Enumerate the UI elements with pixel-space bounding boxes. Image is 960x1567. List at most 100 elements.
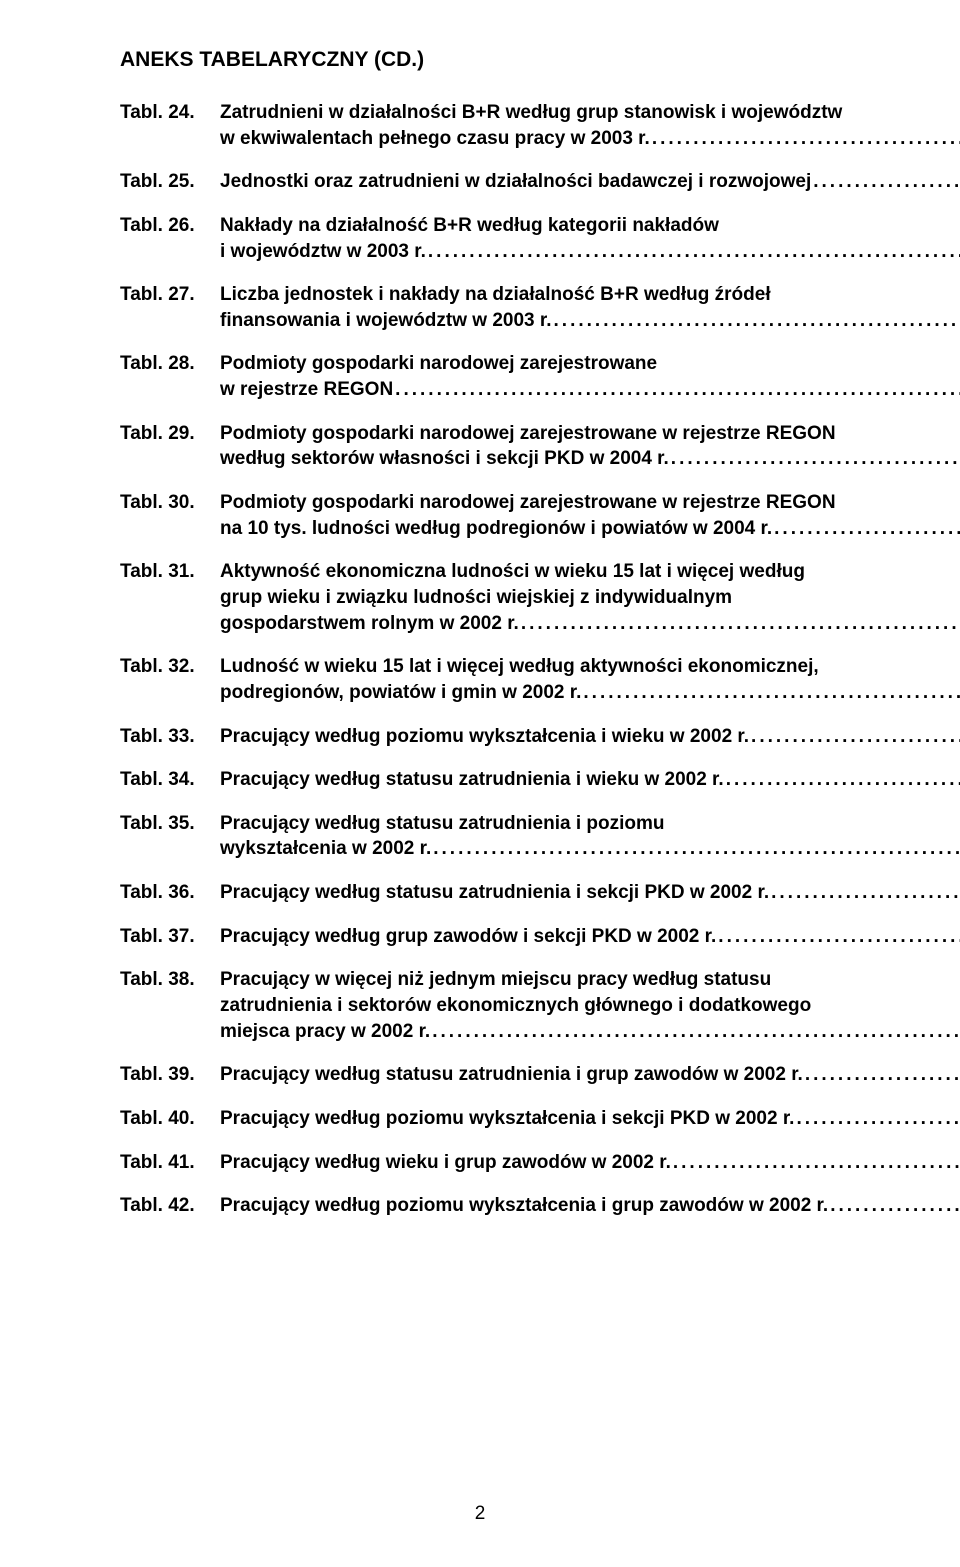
toc-entry-label: Tabl. 31. bbox=[120, 559, 220, 585]
toc-leader-dots bbox=[581, 680, 960, 706]
toc-entry-description: Podmioty gospodarki narodowej zarejestro… bbox=[220, 490, 960, 541]
toc-entry: Tabl. 29.Podmioty gospodarki narodowej z… bbox=[120, 421, 864, 472]
toc-entry: Tabl. 30.Podmioty gospodarki narodowej z… bbox=[120, 490, 864, 541]
toc-entry-lines: Podmioty gospodarki narodowej zarejestro… bbox=[220, 351, 960, 377]
toc-entry-lines: Zatrudnieni w działalności B+R według gr… bbox=[220, 100, 960, 126]
toc-entry-description: Pracujący według grup zawodów i sekcji P… bbox=[220, 924, 960, 950]
toc-entry-description: Jednostki oraz zatrudnieni w działalnośc… bbox=[220, 169, 960, 195]
toc-entry-line: Pracujący według statusu zatrudnienia i … bbox=[220, 811, 960, 837]
toc-entry-line: zatrudnienia i sektorów ekonomicznych gł… bbox=[220, 993, 960, 1019]
toc-entry-label: Tabl. 35. bbox=[120, 811, 220, 837]
toc-leader-dots bbox=[669, 446, 960, 472]
toc-entry-description: Zatrudnieni w działalności B+R według gr… bbox=[220, 100, 960, 151]
toc-entry-label: Tabl. 38. bbox=[120, 967, 220, 993]
toc-entry-line: Ludność w wieku 15 lat i więcej według a… bbox=[220, 654, 960, 680]
toc-entry: Tabl. 39.Pracujący według statusu zatrud… bbox=[120, 1062, 864, 1088]
toc-entry-description: Pracujący według statusu zatrudnienia i … bbox=[220, 811, 960, 862]
toc-entry-description: Liczba jednostek i nakłady na działalnoś… bbox=[220, 282, 960, 333]
toc-entry-label: Tabl. 32. bbox=[120, 654, 220, 680]
toc-entry: Tabl. 36.Pracujący według statusu zatrud… bbox=[120, 880, 864, 906]
toc-leader-dots bbox=[749, 724, 960, 750]
toc-leader-dots bbox=[769, 880, 960, 906]
toc-entry-lines: Podmioty gospodarki narodowej zarejestro… bbox=[220, 490, 960, 516]
toc-entry-label: Tabl. 36. bbox=[120, 880, 220, 906]
toc-entry: Tabl. 26.Nakłady na działalność B+R wedł… bbox=[120, 213, 864, 264]
toc-leader-dots bbox=[724, 767, 960, 793]
toc-entry-last-row: Pracujący według grup zawodów i sekcji P… bbox=[220, 924, 960, 950]
toc-leader-dots bbox=[552, 308, 960, 334]
document-page: ANEKS TABELARYCZNY (CD.) Tabl. 24.Zatrud… bbox=[0, 0, 960, 1567]
toc-leader-dots bbox=[794, 1106, 960, 1132]
toc-entry-last-row: finansowania i województw w 2003 r. 56 bbox=[220, 308, 960, 334]
toc-entry-description: Pracujący według wieku i grup zawodów w … bbox=[220, 1150, 960, 1176]
toc-entry: Tabl. 38.Pracujący w więcej niż jednym m… bbox=[120, 967, 864, 1044]
toc-entry-description: Pracujący według statusu zatrudnienia i … bbox=[220, 767, 960, 793]
toc-entry-line: Podmioty gospodarki narodowej zarejestro… bbox=[220, 490, 960, 516]
toc-entry-label: Tabl. 39. bbox=[120, 1062, 220, 1088]
toc-leader-dots bbox=[772, 516, 960, 542]
toc-entry-label: Tabl. 37. bbox=[120, 924, 220, 950]
toc-leader-dots bbox=[519, 611, 960, 637]
toc-leader-dots bbox=[671, 1150, 960, 1176]
toc-entry-line: Podmioty gospodarki narodowej zarejestro… bbox=[220, 421, 960, 447]
toc-leader-dots bbox=[426, 239, 960, 265]
toc-entry-label: Tabl. 40. bbox=[120, 1106, 220, 1132]
toc-entry-last-row: Pracujący według poziomu wykształcenia i… bbox=[220, 724, 960, 750]
toc-entry-last-row: Pracujący według poziomu wykształcenia i… bbox=[220, 1106, 960, 1132]
toc-entry-label: Tabl. 42. bbox=[120, 1193, 220, 1219]
toc-entry-last-row: i województw w 2003 r.55 bbox=[220, 239, 960, 265]
toc-entry: Tabl. 25.Jednostki oraz zatrudnieni w dz… bbox=[120, 169, 864, 195]
toc-entry-label: Tabl. 34. bbox=[120, 767, 220, 793]
toc-leader-dots bbox=[430, 1019, 960, 1045]
toc-entry-description: Nakłady na działalność B+R według katego… bbox=[220, 213, 960, 264]
toc-entry-last-text: Pracujący według poziomu wykształcenia i… bbox=[220, 1193, 828, 1219]
toc-entry-last-text: gospodarstwem rolnym w 2002 r. bbox=[220, 611, 519, 637]
toc-entry-lines: Podmioty gospodarki narodowej zarejestro… bbox=[220, 421, 960, 447]
toc-entry: Tabl. 41.Pracujący według wieku i grup z… bbox=[120, 1150, 864, 1176]
toc-entry: Tabl. 27.Liczba jednostek i nakłady na d… bbox=[120, 282, 864, 333]
toc-entry-line: Aktywność ekonomiczna ludności w wieku 1… bbox=[220, 559, 960, 585]
toc-entry-line: Pracujący w więcej niż jednym miejscu pr… bbox=[220, 967, 960, 993]
toc-entry-line: Liczba jednostek i nakłady na działalnoś… bbox=[220, 282, 960, 308]
toc-entry-last-text: Pracujący według statusu zatrudnienia i … bbox=[220, 880, 769, 906]
toc-entry-label: Tabl. 24. bbox=[120, 100, 220, 126]
toc-entry-description: Pracujący według poziomu wykształcenia i… bbox=[220, 724, 960, 750]
toc-leader-dots bbox=[803, 1062, 960, 1088]
toc-entry-last-text: i województw w 2003 r. bbox=[220, 239, 426, 265]
toc-entry-label: Tabl. 33. bbox=[120, 724, 220, 750]
toc-entry-description: Podmioty gospodarki narodowej zarejestro… bbox=[220, 351, 960, 402]
toc-entry-description: Pracujący według poziomu wykształcenia i… bbox=[220, 1106, 960, 1132]
toc-entry: Tabl. 40.Pracujący według poziomu wykszt… bbox=[120, 1106, 864, 1132]
toc-entry-last-row: Pracujący według poziomu wykształcenia i… bbox=[220, 1193, 960, 1219]
toc-entry-last-text: w ekwiwalentach pełnego czasu pracy w 20… bbox=[220, 126, 650, 152]
toc-entry-last-text: na 10 tys. ludności według podregionów i… bbox=[220, 516, 772, 542]
toc-entry-lines: Ludność w wieku 15 lat i więcej według a… bbox=[220, 654, 960, 680]
toc-entry-last-row: w rejestrze REGON57 bbox=[220, 377, 960, 403]
toc-entry: Tabl. 35.Pracujący według statusu zatrud… bbox=[120, 811, 864, 862]
toc-entry: Tabl. 28.Podmioty gospodarki narodowej z… bbox=[120, 351, 864, 402]
toc-entry-last-text: Jednostki oraz zatrudnieni w działalnośc… bbox=[220, 169, 811, 195]
toc-entry-last-text: podregionów, powiatów i gmin w 2002 r. bbox=[220, 680, 581, 706]
toc-entry-line: grup wieku i związku ludności wiejskiej … bbox=[220, 585, 960, 611]
toc-entry-label: Tabl. 26. bbox=[120, 213, 220, 239]
toc-entry-lines: Liczba jednostek i nakłady na działalnoś… bbox=[220, 282, 960, 308]
toc-entry-label: Tabl. 30. bbox=[120, 490, 220, 516]
toc-entry-last-text: Pracujący według grup zawodów i sekcji P… bbox=[220, 924, 716, 950]
toc-entry-last-text: Pracujący według poziomu wykształcenia i… bbox=[220, 1106, 794, 1132]
toc-entry-label: Tabl. 28. bbox=[120, 351, 220, 377]
toc-entry-line: Zatrudnieni w działalności B+R według gr… bbox=[220, 100, 960, 126]
toc-leader-dots bbox=[716, 924, 960, 950]
toc-leader-dots bbox=[650, 126, 960, 152]
toc-entry-description: Podmioty gospodarki narodowej zarejestro… bbox=[220, 421, 960, 472]
toc-entry-last-text: w rejestrze REGON bbox=[220, 377, 393, 403]
toc-entry-last-row: Jednostki oraz zatrudnieni w działalnośc… bbox=[220, 169, 960, 195]
toc-entry-description: Pracujący według poziomu wykształcenia i… bbox=[220, 1193, 960, 1219]
toc-entry-description: Aktywność ekonomiczna ludności w wieku 1… bbox=[220, 559, 960, 636]
toc-leader-dots bbox=[431, 836, 960, 862]
toc-entry-lines: Aktywność ekonomiczna ludności w wieku 1… bbox=[220, 559, 960, 610]
toc-entry-label: Tabl. 29. bbox=[120, 421, 220, 447]
toc-entry-description: Pracujący według statusu zatrudnienia i … bbox=[220, 880, 960, 906]
toc-entry: Tabl. 32.Ludność w wieku 15 lat i więcej… bbox=[120, 654, 864, 705]
toc-entry-description: Ludność w wieku 15 lat i więcej według a… bbox=[220, 654, 960, 705]
toc-entry-last-row: Pracujący według statusu zatrudnienia i … bbox=[220, 1062, 960, 1088]
